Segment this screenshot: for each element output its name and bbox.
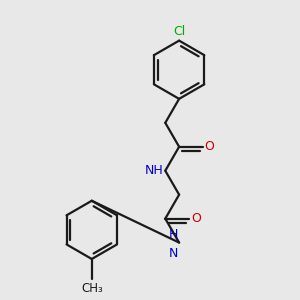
Text: Cl: Cl (173, 25, 185, 38)
Text: H: H (168, 228, 178, 242)
Text: N: N (168, 247, 178, 260)
Text: CH₃: CH₃ (81, 282, 103, 295)
Text: O: O (205, 140, 214, 153)
Text: O: O (191, 212, 201, 225)
Text: NH: NH (145, 164, 164, 177)
